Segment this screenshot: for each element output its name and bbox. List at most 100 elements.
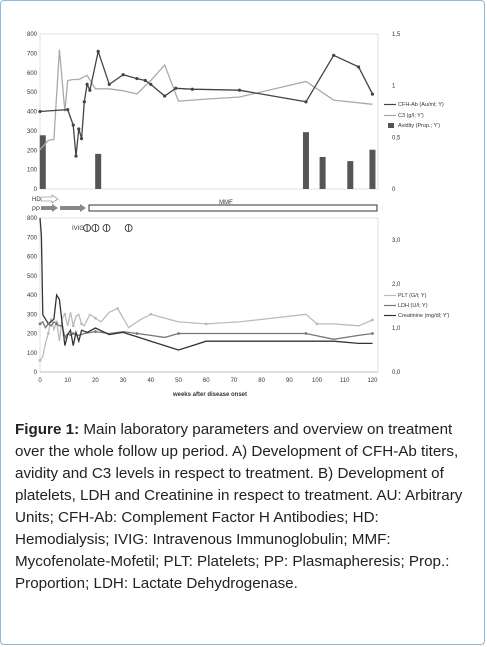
plt-point: [63, 312, 67, 316]
panel-b-x-tick: 20: [92, 378, 99, 384]
cfh-ab-point: [82, 100, 86, 104]
ldh-point: [371, 332, 374, 335]
legend-a-2-swatch: [388, 123, 394, 128]
panel-b-left-tick: 300: [27, 312, 38, 318]
panel-b-x-tick: 10: [64, 378, 71, 384]
pp-arrow-2: [60, 204, 86, 212]
panel-b-left-tick: 700: [27, 235, 38, 241]
ldh-point: [71, 332, 75, 335]
panel-a-right-tick: 1,5: [392, 32, 401, 38]
panel-b-left-tick: 500: [27, 274, 38, 280]
cfh-ab-point: [74, 154, 78, 158]
panel-a-right-tick: 0: [392, 187, 396, 193]
cfh-ab-point: [163, 94, 167, 98]
cfh-ab-point: [88, 88, 92, 92]
cfh-ab-point: [96, 49, 100, 54]
cfh-ab-point: [85, 82, 89, 86]
ldh-point: [63, 335, 67, 339]
avidity-bar: [369, 149, 376, 189]
panel-a-left-tick: 0: [34, 187, 38, 193]
legend-a-1-label: C3 (g/l; Y'): [398, 113, 424, 119]
pp-arrow: [41, 204, 58, 212]
avidity-bar: [347, 161, 354, 189]
panel-b-x-label: weeks after disease onset: [172, 392, 247, 398]
legend-b-1-label: LDH (U/l; Y): [398, 303, 428, 309]
panel-b-right-tick: 1,0: [392, 326, 401, 332]
cfh-ab-point: [79, 137, 84, 141]
panel-b-x-tick: 60: [203, 378, 210, 384]
panel-a-right-tick: 1: [392, 84, 396, 90]
plt-point: [315, 322, 319, 326]
caption-text: Main laboratory parameters and overview …: [15, 421, 463, 592]
panel-b-left-tick: 0: [34, 370, 38, 376]
creatinine-line: [39, 217, 373, 351]
ldh-point: [46, 322, 50, 326]
ldh-point: [38, 322, 42, 326]
plt-line: [39, 307, 373, 361]
cfh-ab-point: [149, 82, 153, 86]
legend-a-0-label: CFH-Ab (Au/ml; Y): [398, 102, 444, 108]
plt-point: [371, 318, 374, 322]
panel-a-left-tick: 700: [27, 51, 38, 57]
panel-a-frame: [39, 33, 379, 190]
cfh-ab-point: [107, 82, 111, 86]
avidity-bar: [95, 153, 102, 189]
cfh-ab-point: [304, 100, 308, 104]
plt-point: [94, 316, 97, 320]
panel-b-x-tick: 80: [258, 378, 265, 384]
plt-point: [149, 312, 153, 316]
cfh-ab-point: [174, 86, 178, 90]
cfh-ab-point: [370, 92, 375, 96]
plt-point: [71, 324, 75, 328]
cfh-ab-point: [121, 73, 125, 77]
ldh-point: [135, 332, 139, 335]
panel-b-left-tick: 400: [27, 293, 38, 299]
cfh-ab-point: [77, 127, 81, 131]
panel-a-left-tick: 600: [27, 71, 38, 77]
panel-b-x-tick: 70: [231, 378, 238, 384]
panel-a-left-tick: 800: [27, 32, 38, 38]
cfh-ab-line: [39, 48, 374, 157]
panel-b-frame: [39, 217, 379, 373]
plt-point: [204, 322, 208, 326]
ldh-point: [94, 330, 97, 333]
panel-b-left-tick: 100: [27, 351, 38, 357]
avidity-bar: [302, 132, 309, 189]
panel-a-left-tick: 200: [27, 148, 38, 154]
mmf-label: MMF: [219, 200, 233, 206]
panel-b-x-tick: 90: [286, 378, 293, 384]
panel-a-left-tick: 500: [27, 90, 38, 96]
cfh-ab-point: [71, 123, 75, 127]
panel-a-left-tick: 100: [27, 168, 38, 174]
panel-b-x-tick: 30: [120, 378, 127, 384]
avidity-bar: [39, 135, 46, 189]
panel-b-x-tick: 100: [312, 378, 323, 384]
cfh-ab-point: [357, 65, 361, 69]
pp-label: PP: [32, 207, 40, 213]
plt-point: [38, 359, 42, 362]
panel-b-x-tick: 110: [340, 378, 350, 384]
panel-b-right-tick: 0,0: [392, 370, 401, 376]
c3-line: [39, 49, 373, 151]
panel-a-left-tick: 400: [27, 110, 38, 116]
plt-point: [55, 320, 59, 324]
plt-point: [116, 307, 119, 310]
panel-b-x-tick: 40: [147, 378, 154, 384]
cfh-ab-point: [66, 107, 70, 112]
ldh-point: [55, 322, 59, 326]
cfh-ab-point: [38, 109, 42, 114]
figure-chart: 010020030040050060070080000,511,5CFH-Ab …: [27, 32, 450, 398]
caption-label: Figure 1:: [15, 421, 80, 438]
cfh-ab-point: [332, 53, 336, 57]
ldh-line: [39, 320, 373, 340]
ldh-point: [304, 332, 308, 335]
panel-b-left-tick: 600: [27, 255, 38, 261]
cfh-ab-point: [190, 87, 194, 91]
panel-b-x-tick: 120: [367, 378, 378, 384]
cfh-ab-point: [143, 78, 147, 83]
legend-a-2-label: Avidity (Prop.; Y'): [398, 123, 440, 129]
panel-a-right-tick: 0,5: [392, 135, 401, 141]
cfh-ab-point: [237, 88, 242, 92]
ldh-point: [177, 332, 180, 335]
panel-a-left-tick: 300: [27, 129, 38, 135]
